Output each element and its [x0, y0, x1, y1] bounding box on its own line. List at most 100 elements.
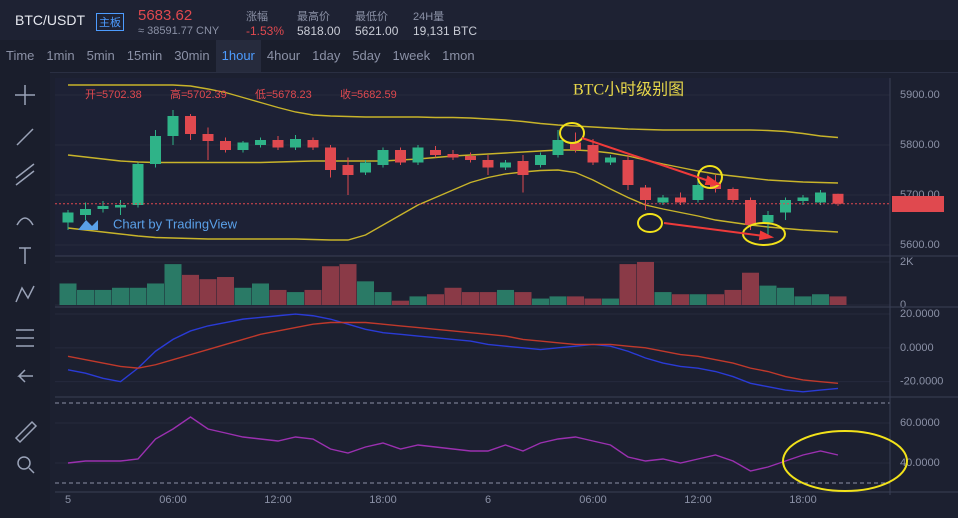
volume-bar: [234, 287, 252, 305]
toolbar-item[interactable]: 1mon: [442, 48, 475, 63]
toolbar-item[interactable]: 1week: [392, 48, 431, 63]
candle-body: [325, 147, 336, 170]
volume-bar: [724, 289, 742, 305]
candle-body: [80, 209, 91, 215]
cny: ≈ 38591.77 CNY: [138, 25, 220, 37]
volume-bar: [164, 264, 182, 305]
candle-body: [360, 162, 371, 173]
tv-logo: [78, 220, 98, 230]
x-tick-label: 12:00: [264, 494, 292, 506]
toolbar-item[interactable]: 1hour: [215, 40, 261, 72]
volume-bar: [462, 292, 479, 305]
stat-label: 24H量: [413, 11, 445, 23]
candle-body: [745, 200, 756, 225]
candle-body: [622, 160, 634, 185]
candle-body: [797, 197, 809, 201]
stat-value: -1.53%: [246, 24, 285, 38]
ohlc-value: 5702.38: [102, 89, 142, 101]
volume-bar: [549, 296, 567, 305]
annotation: BTC小时级别图: [573, 81, 684, 99]
stat-label: 最低价: [355, 11, 388, 23]
arrows: [581, 137, 775, 241]
volume-bar: [794, 296, 812, 305]
indicator-line: [67, 321, 839, 385]
volume-bar: [497, 289, 514, 305]
toolbar-item[interactable]: 15min: [126, 48, 163, 63]
candle-body: [535, 155, 546, 165]
toolbar-item[interactable]: 1day: [312, 48, 341, 63]
volume-bar: [672, 294, 689, 305]
candle-body: [640, 187, 651, 200]
volume-bar: [584, 298, 602, 305]
volume-bar: [602, 298, 619, 305]
sidebar: [0, 72, 50, 518]
volume-bar: [287, 292, 304, 305]
header: BTC/USDT 主板 5683.62 ≈ 38591.77 CNY 涨幅 -1…: [0, 0, 958, 40]
volume-bar: [182, 274, 199, 305]
candle-body: [447, 154, 459, 158]
ohlc-value: 5682.59: [357, 89, 397, 101]
candle-body: [675, 197, 686, 203]
candle-body: [482, 160, 494, 168]
ohlc-value: 5678.23: [272, 89, 312, 101]
toolbar-item[interactable]: 4hour: [266, 48, 301, 63]
candle-body: [202, 134, 214, 141]
annotations: [559, 122, 908, 492]
y-tick-label: 5600.00: [900, 239, 940, 251]
volume-bar: [112, 287, 129, 305]
ohlc-label: 高=: [170, 87, 187, 101]
volume-bar: [532, 298, 549, 305]
credit[interactable]: Chart by TradingView: [113, 216, 238, 231]
band-line: [68, 84, 839, 139]
candle-body: [412, 147, 424, 163]
toolbar-item[interactable]: 30min: [174, 48, 210, 63]
candle-body: [395, 150, 406, 163]
volume-bar: [759, 285, 777, 305]
y-tick-label: -20.0000: [900, 376, 943, 388]
volume-bar: [199, 279, 217, 305]
x-tick-label: 12:00: [684, 494, 712, 506]
volume-bar: [357, 281, 374, 305]
x-tick-label: 18:00: [369, 494, 397, 506]
volume-bar: [322, 266, 339, 305]
stat-label: 最高价: [297, 11, 330, 23]
volume-bar: [217, 277, 234, 305]
candle-body: [692, 185, 704, 200]
candle-body: [167, 116, 179, 136]
volume-bar: [129, 287, 147, 305]
y-tick-label: 0: [900, 299, 906, 311]
volume-bar: [392, 300, 409, 305]
y-tick-label: 5900.00: [900, 89, 940, 101]
volume-bar: [94, 289, 112, 305]
volume-bar: [304, 289, 322, 305]
candle-body: [62, 212, 74, 223]
y-tick-label: 60.0000: [900, 417, 940, 429]
volume-bar: [567, 296, 584, 305]
candle-body: [220, 141, 231, 150]
candle-body: [832, 193, 844, 204]
toolbar-item[interactable]: 5day: [352, 48, 381, 63]
candle-body: [780, 200, 791, 213]
volume-bar: [479, 292, 497, 305]
volume-bar: [707, 294, 724, 305]
volume-bar: [409, 296, 427, 305]
toolbar-item: Time: [6, 48, 35, 63]
candle-body: [115, 205, 126, 208]
toolbar-item[interactable]: 5min: [86, 48, 115, 63]
volume-bar: [619, 264, 637, 305]
y-tick-label: 20.0000: [900, 308, 940, 320]
candle-body: [185, 116, 196, 134]
volume-bar: [514, 292, 532, 305]
y-tick-label: 0.0000: [900, 342, 934, 354]
price: 5683.62: [138, 7, 193, 24]
volume-bar: [339, 264, 357, 305]
board[interactable]: 主板: [96, 13, 124, 31]
candle-body: [237, 142, 249, 150]
volume-bar: [829, 296, 847, 305]
y-tick-label: 2K: [900, 256, 914, 268]
volume-bar: [637, 261, 654, 305]
toolbar-item[interactable]: 1min: [46, 48, 75, 63]
candle-body: [342, 165, 354, 175]
indicator-line: [67, 313, 839, 393]
